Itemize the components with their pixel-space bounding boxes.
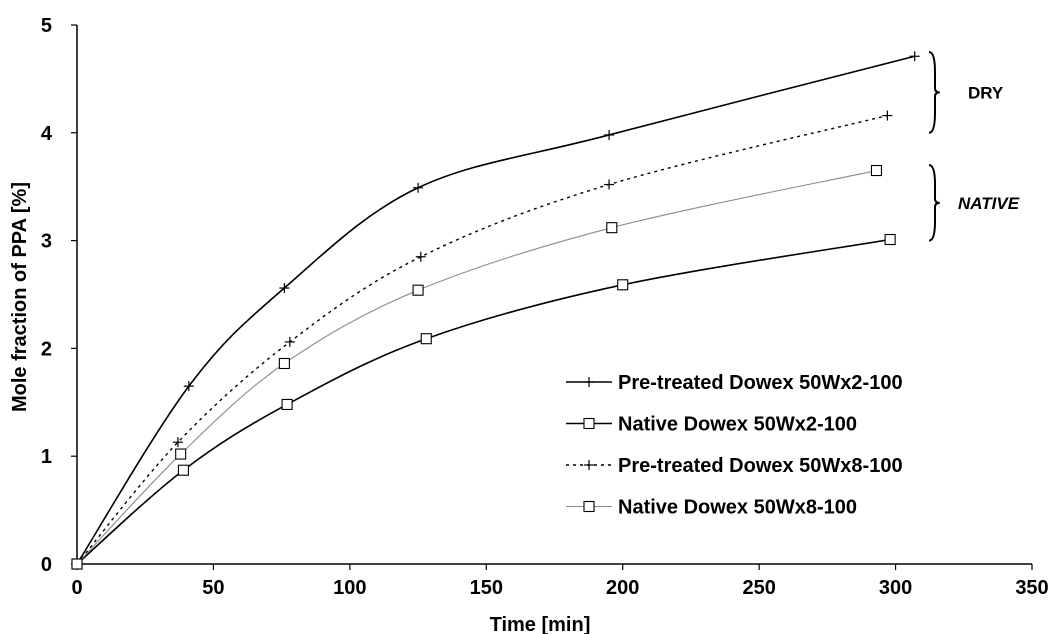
x-axis-title: Time [min]: [490, 614, 591, 634]
x-tick-label: 200: [606, 577, 639, 599]
data-point: [412, 284, 424, 296]
data-point: [183, 381, 194, 392]
data-point: [177, 464, 189, 476]
brace: [928, 164, 940, 242]
legend-item: Native Dowex 50Wx8-100: [566, 497, 857, 519]
series-2: [71, 233, 896, 570]
data-point: [884, 233, 896, 246]
data-point: [415, 251, 426, 262]
legend: Pre-treated Dowex 50Wx2-100 Native Dowex …: [566, 372, 903, 519]
annotation-label: NATIVE: [958, 194, 1020, 213]
data-point: [71, 558, 83, 570]
brace: [928, 50, 940, 134]
y-tick-label: 1: [41, 446, 52, 468]
series-1: [72, 51, 920, 569]
legend-item: Native Dowex 50Wx2-100: [566, 414, 857, 436]
axes: 0 50 100 150 200 250 300 350 0 1 2 3 4 5: [41, 15, 1049, 599]
data-point: [172, 437, 183, 448]
annotation-layer: DRY NATIVE: [928, 50, 1020, 242]
legend-swatch-marker: [583, 500, 595, 513]
legend-swatch-marker: [583, 417, 595, 430]
x-tick-label: 150: [470, 577, 503, 599]
x-tick-label: 0: [71, 577, 82, 599]
legend-item: Pre-treated Dowex 50Wx2-100: [566, 372, 903, 394]
y-tick-label: 3: [41, 231, 52, 253]
series-layer: [71, 51, 920, 570]
data-point: [909, 51, 920, 62]
x-tick-label: 300: [879, 577, 912, 599]
x-tick-label: 100: [333, 577, 366, 599]
legend-label: Pre-treated Dowex 50Wx2-100: [618, 372, 903, 394]
data-point: [604, 179, 615, 190]
data-point: [284, 336, 295, 347]
legend-swatch-marker: [584, 460, 594, 470]
data-point: [281, 398, 293, 411]
data-point: [420, 333, 432, 345]
legend-item: Pre-treated Dowex 50Wx8-100: [566, 455, 903, 477]
y-axis-title: Mole fraction of PPA [%]: [9, 182, 31, 412]
annotation-label: DRY: [968, 83, 1004, 102]
legend-swatch-marker: [584, 377, 594, 387]
data-point: [278, 357, 290, 370]
data-point: [606, 222, 618, 234]
data-point: [870, 164, 883, 177]
series-line: [76, 114, 888, 565]
y-tick-label: 2: [41, 338, 52, 360]
series-line: [76, 55, 915, 565]
x-tick-label: 50: [202, 577, 224, 599]
legend-label: Pre-treated Dowex 50Wx8-100: [618, 455, 903, 477]
data-point: [617, 279, 629, 291]
data-point: [279, 283, 290, 294]
legend-label: Native Dowex 50Wx8-100: [618, 497, 857, 519]
y-tick-label: 4: [41, 123, 53, 145]
data-point: [175, 448, 187, 460]
series-4: [71, 164, 883, 570]
x-tick-label: 350: [1015, 577, 1048, 599]
x-tick-label: 250: [742, 577, 775, 599]
data-point: [604, 129, 615, 140]
data-point: [413, 182, 424, 193]
y-tick-label: 0: [41, 554, 52, 576]
data-point: [882, 110, 893, 121]
y-tick-label: 5: [41, 15, 52, 37]
legend-label: Native Dowex 50Wx2-100: [618, 414, 857, 436]
